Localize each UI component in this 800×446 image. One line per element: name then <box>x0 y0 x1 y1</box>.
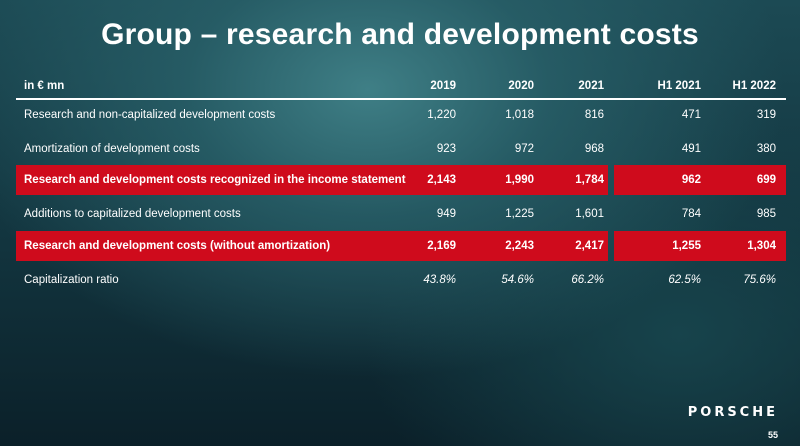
table-row: Research and development costs (without … <box>16 231 786 261</box>
column-header-h1-2022: H1 2022 <box>732 80 776 92</box>
cell-2020: 2,243 <box>505 240 534 252</box>
cell-2021: 66.2% <box>571 274 604 286</box>
cell-2021: 968 <box>584 143 604 155</box>
cell-h1-2022: 699 <box>756 174 776 186</box>
cell-h1-2022: 380 <box>756 143 776 155</box>
cell-2019: 2,143 <box>427 174 456 186</box>
porsche-logo: PORSCHE <box>687 405 778 420</box>
column-header-2019: 2019 <box>430 80 456 92</box>
row-label: Research and development costs (without … <box>24 240 331 252</box>
cell-2020: 1,225 <box>505 208 534 220</box>
header-divider <box>16 98 786 100</box>
cell-h1-2021: 784 <box>681 208 701 220</box>
highlight-bar <box>614 165 786 195</box>
table-row: Research and development costs recognize… <box>16 165 786 195</box>
cell-h1-2022: 985 <box>756 208 776 220</box>
unit-label: in € mn <box>24 80 65 92</box>
row-label: Research and non-capitalized development… <box>24 109 276 121</box>
cell-2020: 972 <box>514 143 534 155</box>
cell-2021: 816 <box>584 109 604 121</box>
cell-2020: 1,990 <box>505 174 534 186</box>
cell-2019: 43.8% <box>423 274 456 286</box>
cell-h1-2021: 1,255 <box>672 240 701 252</box>
page-number: 55 <box>767 430 778 440</box>
cell-2019: 2,169 <box>427 240 456 252</box>
cell-h1-2022: 1,304 <box>747 240 776 252</box>
row-label: Capitalization ratio <box>24 274 119 286</box>
cell-h1-2022: 75.6% <box>743 274 776 286</box>
cell-h1-2021: 62.5% <box>668 274 701 286</box>
cell-2019: 949 <box>436 208 456 220</box>
table-header-row: in € mn 2019 2020 2021 H1 2021 H1 2022 <box>16 74 786 98</box>
table-row: Capitalization ratio 43.8% 54.6% 66.2% 6… <box>16 265 786 295</box>
row-label: Amortization of development costs <box>24 143 200 155</box>
cell-h1-2021: 962 <box>681 174 701 186</box>
column-header-h1-2021: H1 2021 <box>657 80 701 92</box>
cell-h1-2021: 491 <box>681 143 701 155</box>
row-label: Additions to capitalized development cos… <box>24 208 241 220</box>
column-header-2020: 2020 <box>508 80 534 92</box>
cell-h1-2022: 319 <box>756 109 776 121</box>
table-row: Additions to capitalized development cos… <box>16 199 786 229</box>
table-row: Amortization of development costs 923 97… <box>16 134 786 164</box>
table-row: Research and non-capitalized development… <box>16 100 786 130</box>
highlight-bar <box>16 165 608 195</box>
row-label: Research and development costs recognize… <box>24 174 406 186</box>
cell-h1-2021: 471 <box>681 109 701 121</box>
cell-2019: 1,220 <box>427 109 456 121</box>
cell-2021: 1,601 <box>575 208 604 220</box>
cell-2021: 1,784 <box>575 174 604 186</box>
cell-2020: 1,018 <box>505 109 534 121</box>
highlight-bar <box>16 231 608 261</box>
highlight-bar <box>614 231 786 261</box>
cell-2021: 2,417 <box>575 240 604 252</box>
cell-2019: 923 <box>436 143 456 155</box>
cell-2020: 54.6% <box>501 274 534 286</box>
slide-title: Group – research and development costs <box>101 18 699 51</box>
column-header-2021: 2021 <box>578 80 604 92</box>
